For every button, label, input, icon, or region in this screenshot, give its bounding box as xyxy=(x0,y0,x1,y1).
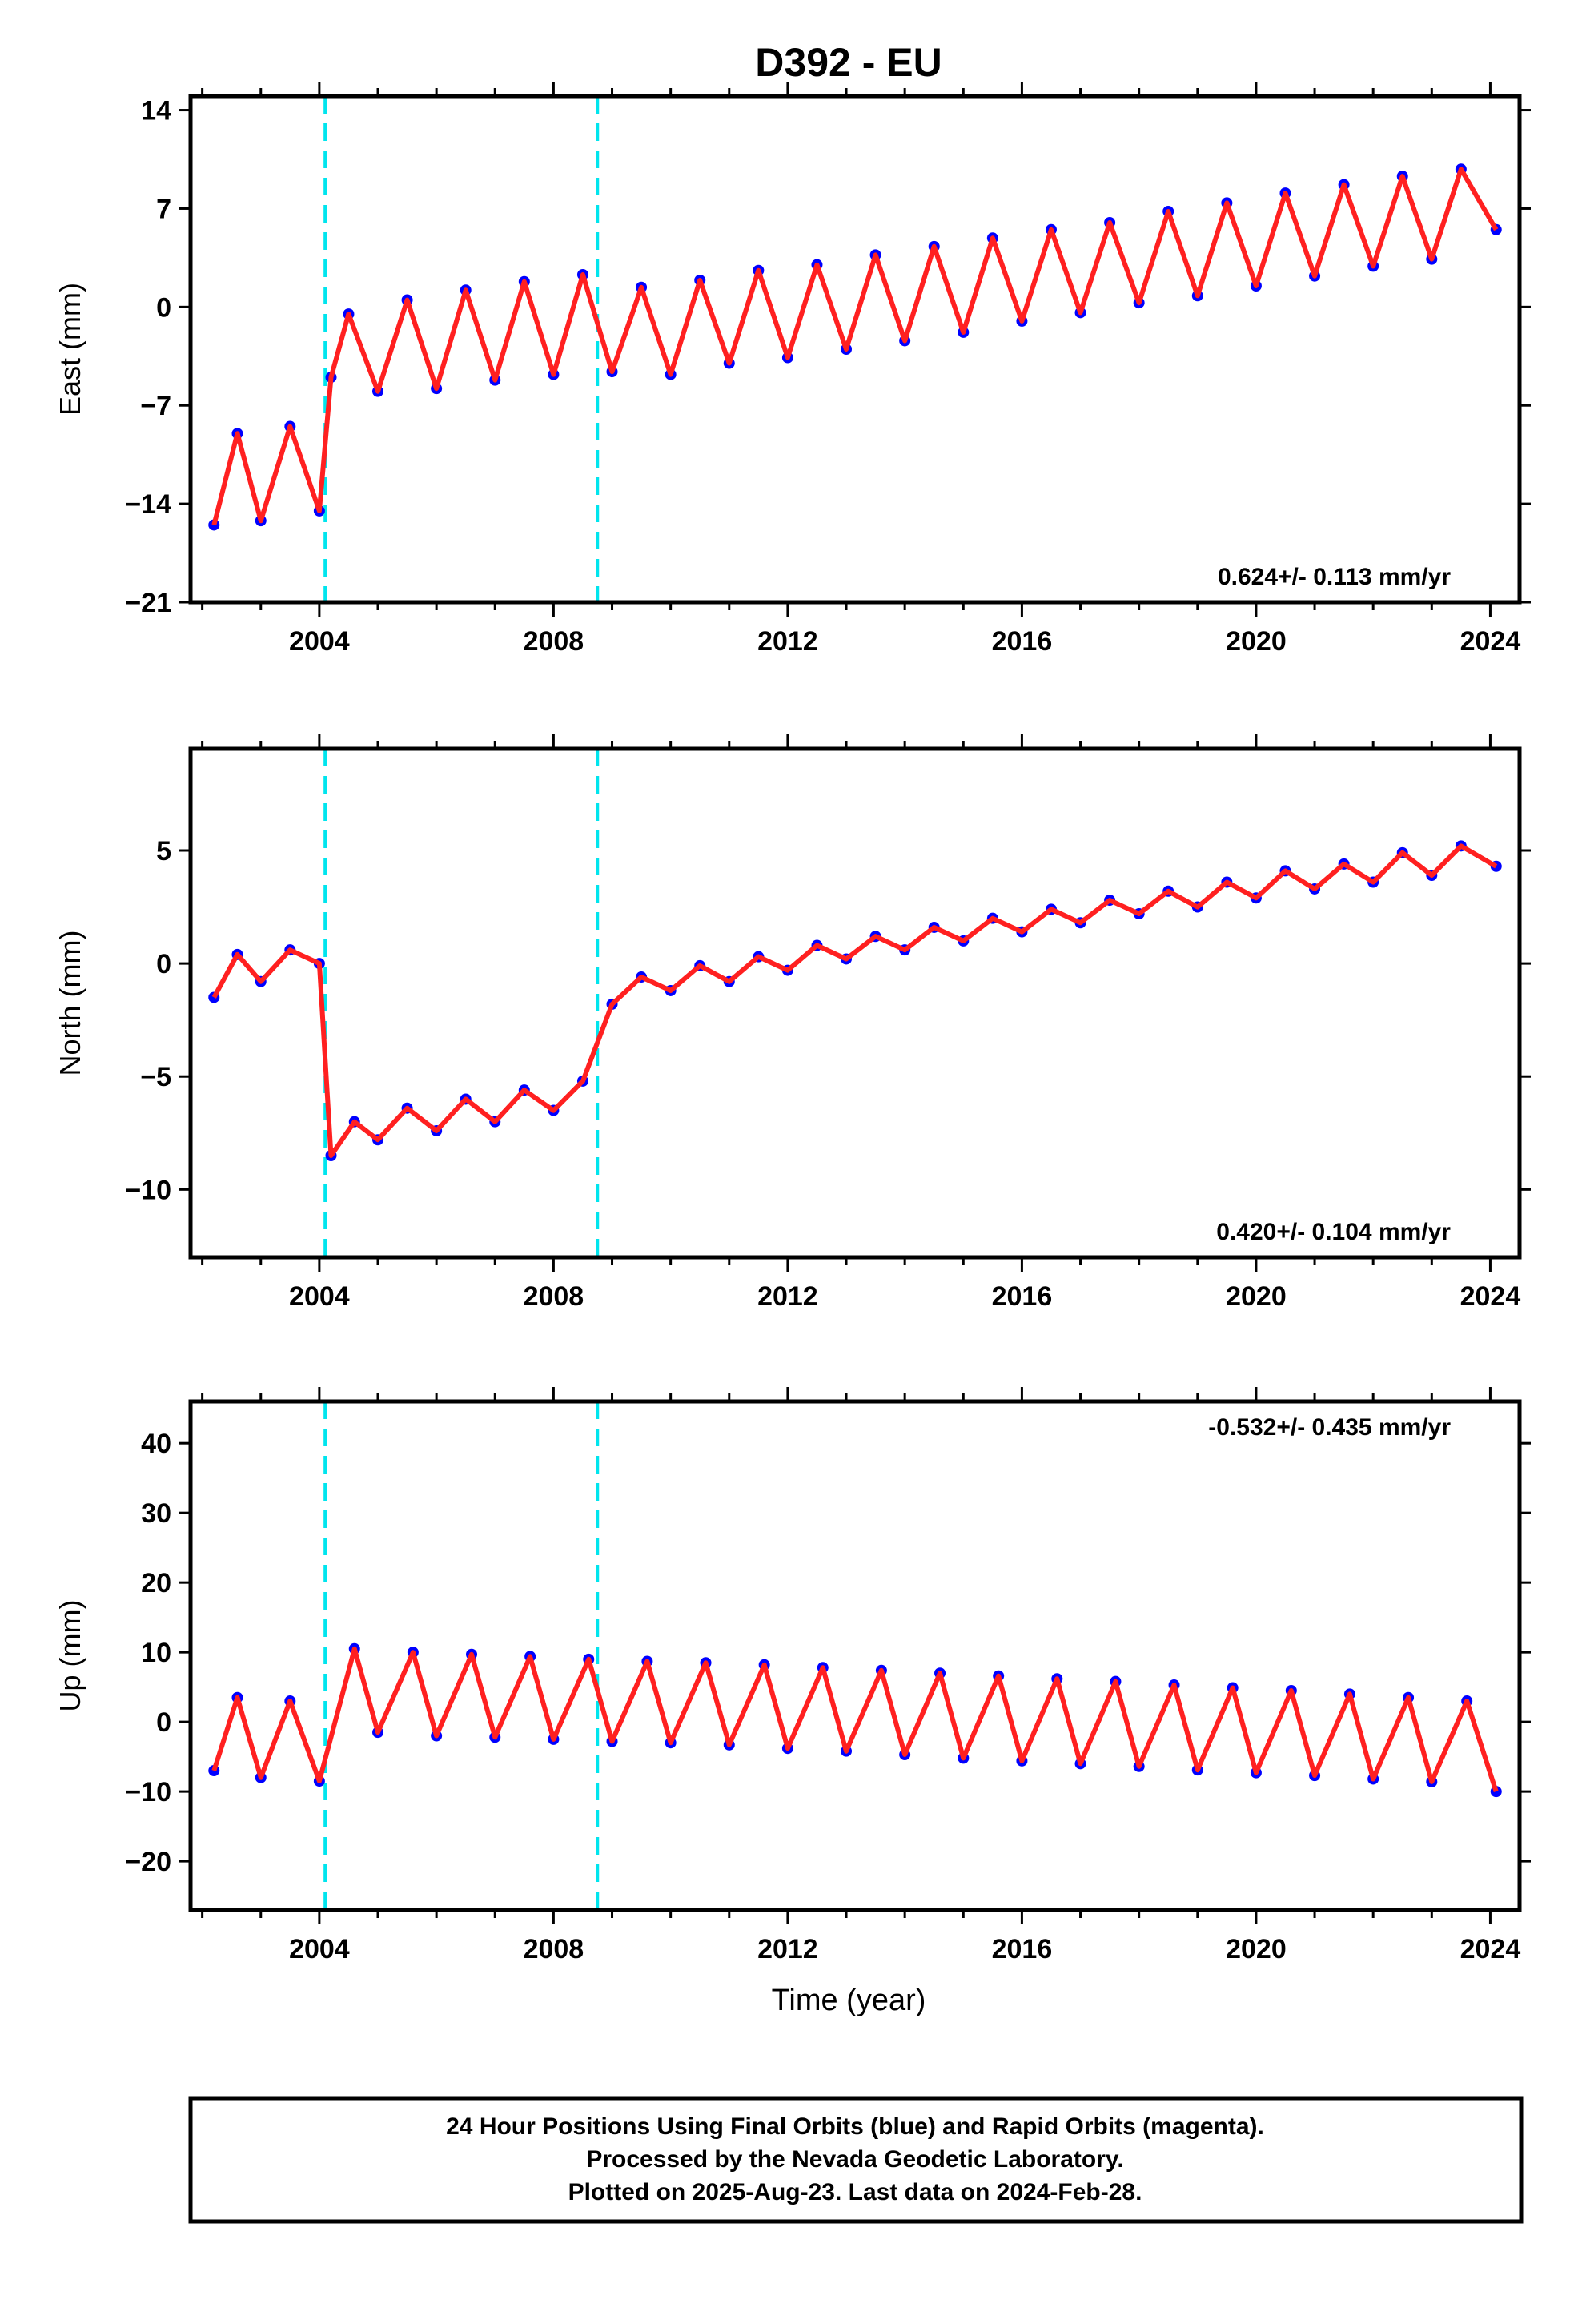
footer-line-2: Processed by the Nevada Geodetic Laborat… xyxy=(586,2146,1123,2173)
x-tick-label: 2008 xyxy=(524,1934,584,1964)
x-tick-label: 2012 xyxy=(757,1934,818,1964)
x-tick-label: 2008 xyxy=(524,1281,584,1312)
x-tick-label: 2020 xyxy=(1226,1934,1287,1964)
footer-line-1: 24 Hour Positions Using Final Orbits (bl… xyxy=(446,2113,1264,2140)
plot-frame xyxy=(188,94,1522,605)
rate-label: 0.624+/- 0.113 mm/yr xyxy=(1218,564,1451,590)
y-tick-label: −10 xyxy=(125,1175,171,1205)
x-tick-label: 2004 xyxy=(289,1281,350,1312)
y-tick-label: 14 xyxy=(141,96,171,127)
y-tick-label: 0 xyxy=(156,1707,171,1738)
rate-label: 0.420+/- 0.104 mm/yr xyxy=(1216,1219,1451,1245)
x-tick-label: 2004 xyxy=(289,626,350,657)
x-tick-label: 2016 xyxy=(992,1934,1053,1964)
x-tick-label: 2020 xyxy=(1226,626,1287,657)
x-tick-label: 2020 xyxy=(1226,1281,1287,1312)
y-tick-label: −10 xyxy=(125,1777,171,1807)
y-tick-label: 20 xyxy=(141,1568,171,1598)
y-tick-label: −7 xyxy=(140,391,171,421)
panel-3: −20 −10 0 10 20 30 40 2004 2008 2012 2016 2020 2024 U… xyxy=(54,1387,1531,2017)
y-tick-label: 0 xyxy=(156,292,171,323)
y-axis-label: East (mm) xyxy=(54,283,86,416)
y-axis-label: Up (mm) xyxy=(54,1600,86,1712)
y-tick-label: 5 xyxy=(156,836,171,866)
model-fit-line xyxy=(211,843,1498,1158)
figure-title: D392 - EU xyxy=(755,40,942,85)
model-fit-line xyxy=(211,1646,1499,1793)
y-tick-label: 10 xyxy=(141,1638,171,1668)
y-tick-label: −5 xyxy=(140,1062,171,1092)
footer-frame xyxy=(188,2096,1524,2224)
plot-frame xyxy=(188,746,1522,1260)
x-tick-label: 2016 xyxy=(992,1281,1053,1312)
footer-line-3: Plotted on 2025-Aug-23. Last data on 202… xyxy=(568,2179,1142,2205)
y-tick-label: −20 xyxy=(125,1847,171,1877)
y-tick-label: 40 xyxy=(141,1429,171,1459)
x-tick-label: 2004 xyxy=(289,1934,350,1964)
x-tick-label: 2024 xyxy=(1460,1281,1521,1312)
rate-label: -0.532+/- 0.435 mm/yr xyxy=(1208,1414,1451,1441)
model-fit-line xyxy=(211,167,1499,526)
x-tick-label: 2016 xyxy=(992,626,1053,657)
y-tick-label: 0 xyxy=(156,949,171,979)
y-axis-label: North (mm) xyxy=(54,931,86,1076)
panel-2: −10 −5 0 5 2004 2008 2012 2016 2020 2024 North (mm… xyxy=(54,734,1531,1312)
x-tick-label: 2012 xyxy=(757,626,818,657)
y-tick-label: 30 xyxy=(141,1498,171,1529)
x-axis-label: Time (year) xyxy=(772,1984,926,2017)
x-tick-label: 2024 xyxy=(1460,1934,1521,1964)
footer-box: 24 Hour Positions Using Final Orbits (bl… xyxy=(188,2096,1524,2224)
panel-1: −21 −14 −7 0 7 14 2004 2008 2012 2016 2020 2024 East… xyxy=(54,82,1531,657)
x-tick-label: 2024 xyxy=(1460,626,1521,657)
x-tick-label: 2012 xyxy=(757,1281,818,1312)
x-tick-label: 2008 xyxy=(524,626,584,657)
plot-frame xyxy=(188,1399,1522,1912)
y-tick-label: 7 xyxy=(156,194,171,224)
y-tick-label: −14 xyxy=(125,489,171,520)
y-tick-label: −21 xyxy=(125,588,171,618)
